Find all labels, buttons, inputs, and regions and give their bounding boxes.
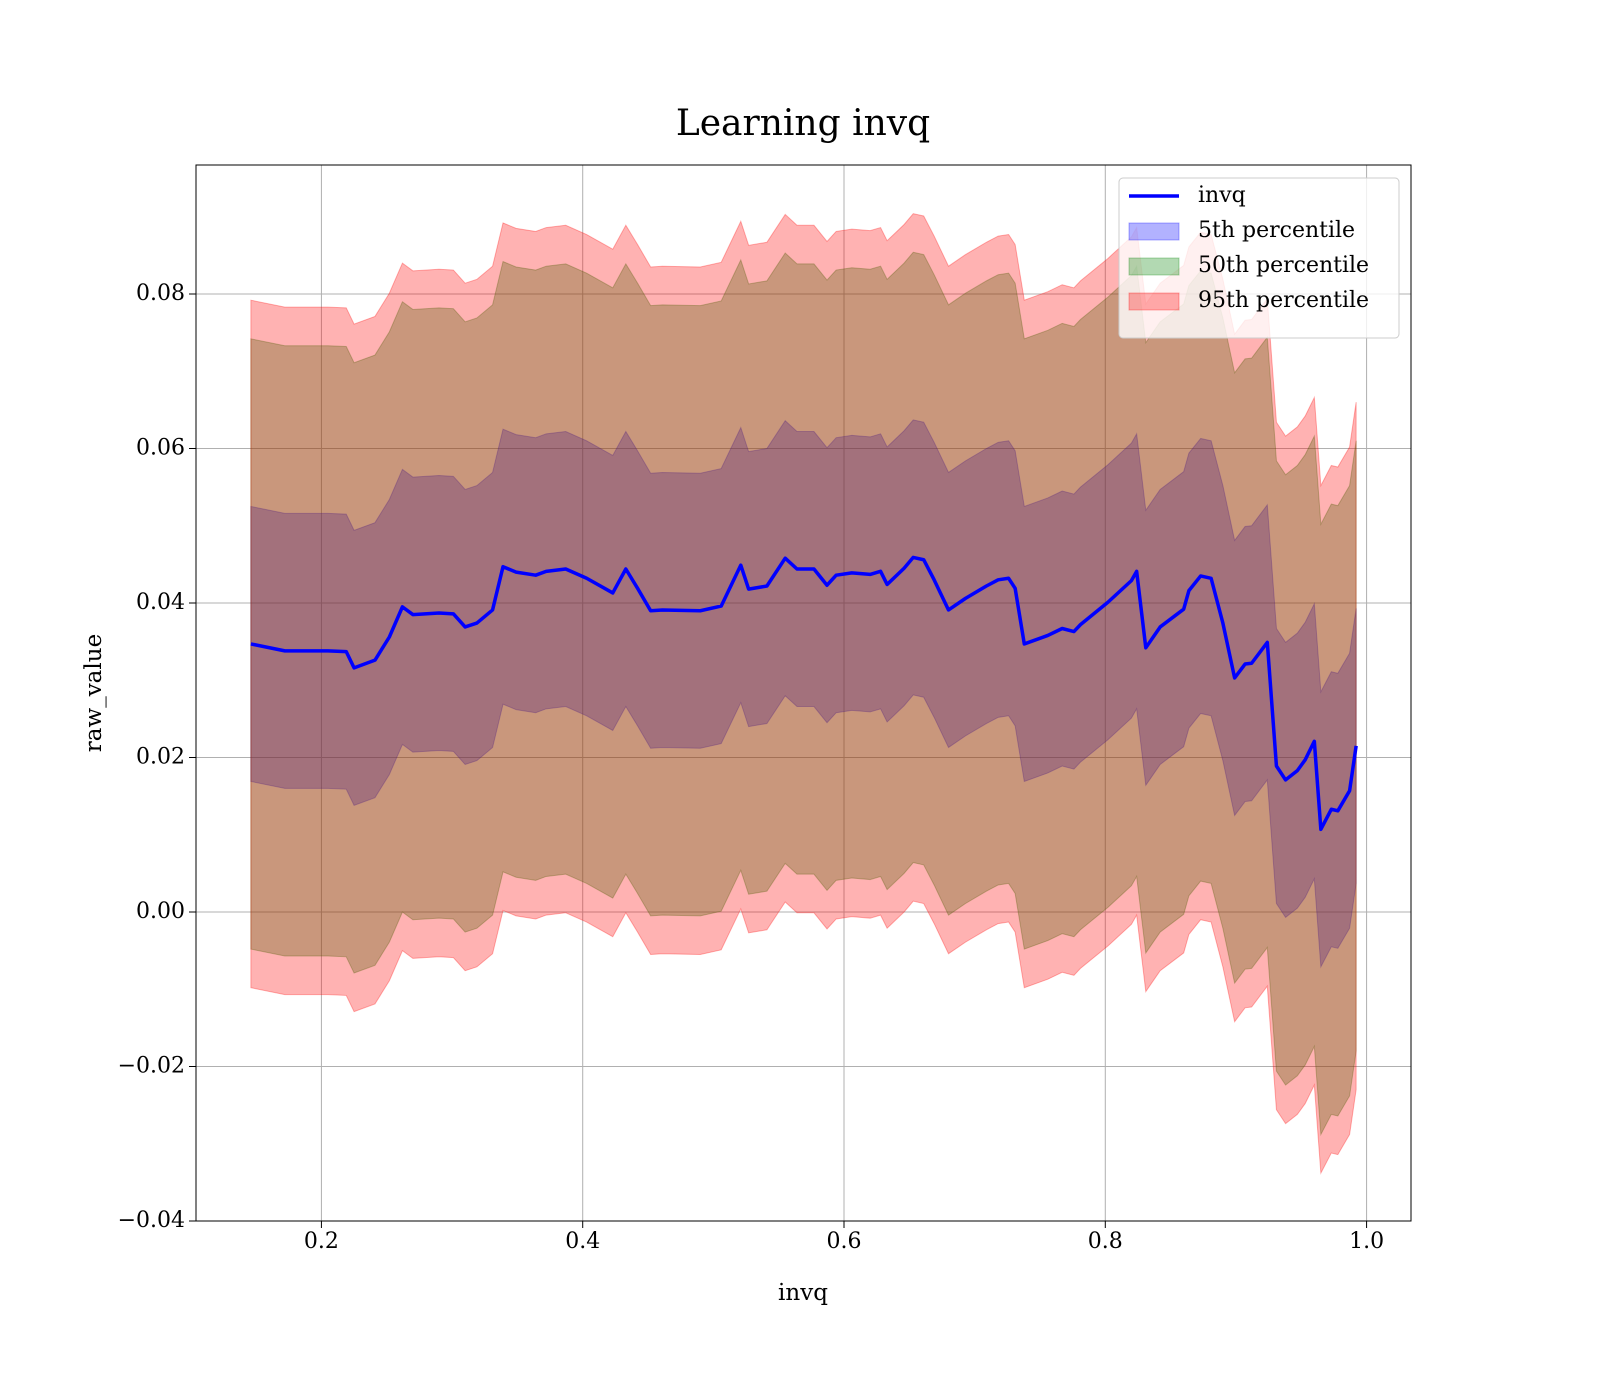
x-tick-label: 0.6 bbox=[827, 1229, 862, 1254]
legend-label: invq bbox=[1198, 183, 1246, 208]
y-tick-label: 0.08 bbox=[136, 281, 185, 306]
x-axis-label: invq bbox=[778, 1280, 828, 1306]
legend: invq 5th percentile 50th percentile 95th pe… bbox=[1118, 177, 1400, 339]
y-tick-label: −0.02 bbox=[118, 1054, 185, 1079]
legend-label: 5th percentile bbox=[1198, 218, 1355, 243]
y-tick-label: −0.04 bbox=[118, 1208, 185, 1233]
chart-title: Learning invq bbox=[676, 103, 930, 144]
legend-swatch bbox=[1128, 257, 1180, 276]
series-line bbox=[250, 555, 1358, 832]
y-tick-label: 0.00 bbox=[136, 899, 185, 924]
plot-frame bbox=[195, 164, 1412, 1222]
legend-swatch bbox=[1128, 292, 1180, 311]
x-tick-label: 0.8 bbox=[1088, 1229, 1123, 1254]
legend-swatch bbox=[1128, 222, 1180, 241]
percentile-band bbox=[250, 213, 1357, 1175]
legend-box bbox=[1118, 177, 1400, 339]
x-tick-label: 1.0 bbox=[1349, 1229, 1384, 1254]
y-tick-label: 0.02 bbox=[136, 745, 185, 770]
x-tick-label: 0.4 bbox=[565, 1229, 600, 1254]
legend-label: 50th percentile bbox=[1198, 253, 1369, 278]
percentile-band bbox=[250, 251, 1357, 1137]
y-tick-label: 0.06 bbox=[136, 436, 185, 461]
y-axis-label: raw_value bbox=[81, 634, 107, 752]
x-tick-label: 0.2 bbox=[304, 1229, 339, 1254]
percentile-band bbox=[250, 419, 1357, 969]
legend-label: 95th percentile bbox=[1198, 288, 1369, 313]
y-tick-label: 0.04 bbox=[136, 590, 185, 615]
